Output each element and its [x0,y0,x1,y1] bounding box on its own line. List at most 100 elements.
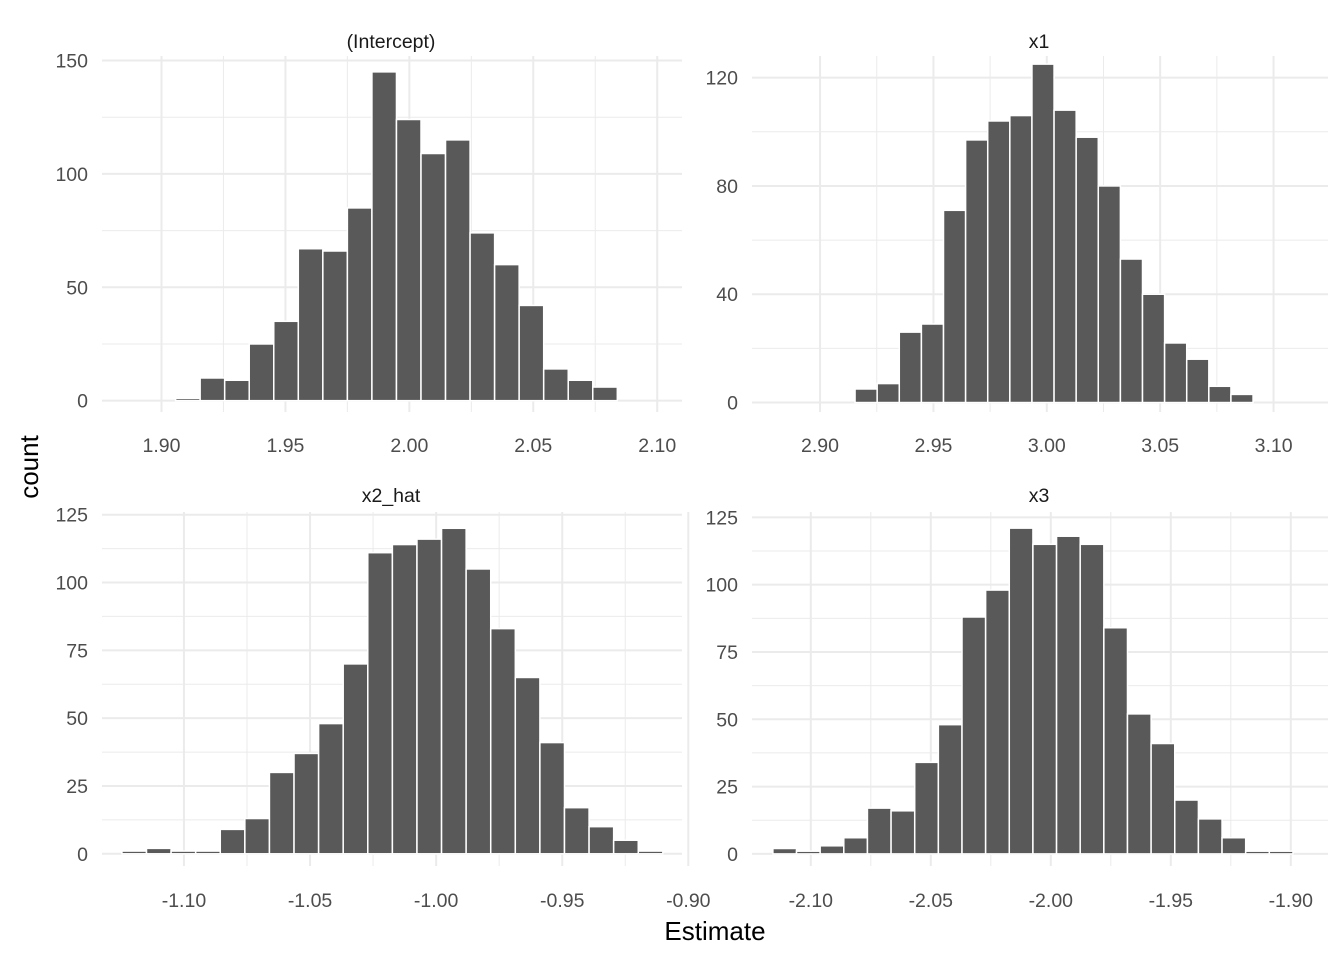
y-tick-label: 25 [66,776,88,798]
y-tick-label: 125 [55,505,88,527]
y-tick-label: 100 [705,575,738,597]
histogram-bar [539,741,566,855]
histogram-bar [1075,136,1100,404]
histogram-bar [1174,799,1200,855]
y-tick-label: 0 [727,393,738,415]
histogram-bar [567,379,594,402]
x-tick-label: -2.10 [789,890,834,912]
x-tick-label: 2.95 [914,435,952,457]
histogram-bar [219,828,246,855]
histogram-bar [588,825,615,855]
histogram-bar [1032,543,1058,855]
histogram-bar [1230,393,1254,404]
histogram-bar [1126,713,1152,855]
x-tick-label: -2.05 [909,890,954,912]
y-tick-label: 0 [77,844,88,866]
histogram-bar [942,209,967,404]
histogram-bar [248,343,275,402]
x-tick-label: -2.00 [1029,890,1074,912]
y-tick-label: 125 [705,507,738,529]
histogram-bar [1008,527,1034,855]
histogram-bar [223,379,250,402]
y-tick-label: 50 [66,708,88,730]
histogram-bar [297,247,324,402]
histogram-bar [444,139,471,402]
facet-title: x1 [1029,31,1050,53]
histogram-bar [1079,543,1105,855]
histogram-bar [1221,836,1247,855]
histogram-bar [367,551,394,855]
x-tick-label: -1.05 [288,890,333,912]
x-tick-label: -1.90 [1269,890,1314,912]
histogram-bar [1055,535,1081,855]
y-tick-label: 100 [55,573,88,595]
x-tick-label: 2.00 [390,435,428,457]
histogram-bar [273,320,300,402]
y-tick-label: 75 [66,640,88,662]
histogram-bar [1268,850,1294,855]
histogram-bar [984,589,1011,855]
histogram-bar [170,850,197,855]
histogram-bar [795,850,821,855]
histogram-bar [843,836,869,855]
x-tick-label: 1.90 [143,435,181,457]
histogram-bar [514,676,541,855]
y-tick-label: 50 [66,277,88,299]
histogram-bar [1097,185,1122,404]
histogram-bar [194,850,222,855]
histogram-bar [1009,114,1033,404]
x-tick-label: -1.95 [1149,890,1194,912]
histogram-bar [322,250,349,402]
y-tick-label: 0 [727,844,738,866]
facet-panel-1: 1.90 1.95 2.00 2.05 2.10 0 50 100 150 (Intercept) [55,31,682,457]
histogram-bar [395,118,422,402]
histogram-bar [268,771,295,855]
histogram-bar [440,527,467,855]
histogram-bar [920,323,945,404]
histogram-bar [420,152,447,402]
y-axis-title: count [14,434,44,498]
y-tick-label: 75 [716,642,738,664]
x-tick-label: 2.10 [638,435,676,457]
histogram-bar [342,663,369,855]
facet-panel-3: -1.10 -1.05 -1.00 -0.95 -0.90 0 25 50 75 100 125 x2… [55,485,710,912]
x-tick-label: 2.90 [801,435,839,457]
histogram-bar [121,850,148,855]
x-axis-title: Estimate [664,916,765,946]
histogram-bar [964,139,989,404]
histogram-bar [493,263,520,402]
y-tick-label: 120 [705,68,738,90]
histogram-bar [1103,627,1129,855]
facet-title: (Intercept) [347,31,436,53]
histogram-bar [1150,742,1176,855]
histogram-bar [1031,63,1055,404]
histogram-bar [174,397,201,402]
histogram-bar [1119,258,1144,404]
histogram-bar [465,568,492,855]
histogram-bar [913,761,940,855]
y-tick-label: 80 [716,176,738,198]
histogram-bar [1053,109,1077,404]
x-tick-label: -0.90 [666,890,711,912]
histogram-bar [416,538,443,855]
x-tick-label: -1.10 [162,890,207,912]
y-tick-label: 40 [716,284,738,306]
histogram-bar [637,850,664,855]
facet-panel-2: 2.90 2.95 3.00 3.05 3.10 0 40 80 120 x1 [705,31,1328,457]
histogram-bar [854,388,878,404]
histogram-bar [866,807,892,855]
histogram-bar [1141,293,1166,404]
histogram-bar [1208,385,1232,404]
x-tick-label: 3.10 [1255,435,1293,457]
facet-title: x3 [1029,485,1050,507]
histogram-bar [244,817,271,855]
histogram-bar [469,232,496,402]
histogram-bar [563,806,590,855]
x-tick-label: 1.95 [266,435,304,457]
histogram-bar [518,304,545,402]
y-tick-label: 100 [55,164,88,186]
histogram-bar [199,377,226,402]
x-tick-label: 3.05 [1141,435,1179,457]
histogram-bar [317,722,344,855]
